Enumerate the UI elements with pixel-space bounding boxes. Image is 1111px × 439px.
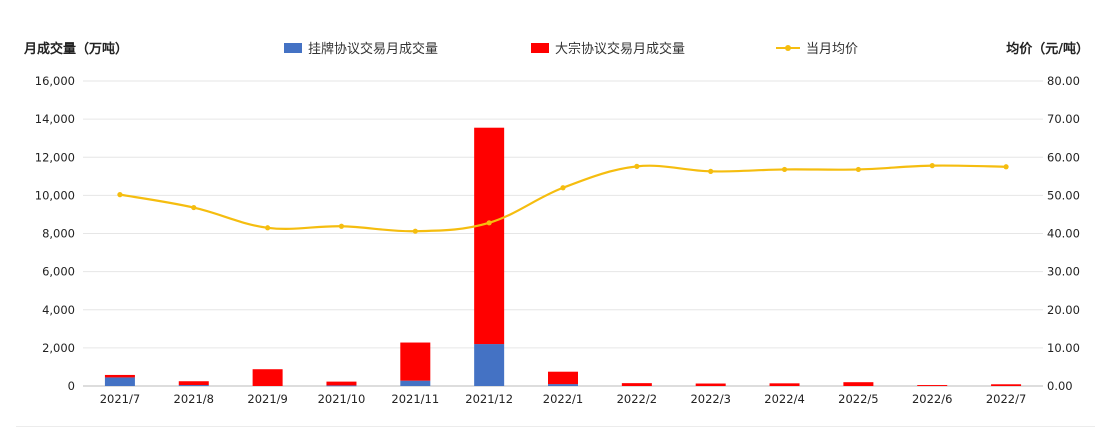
x-tick-label: 2022/4 xyxy=(764,392,804,406)
bar-bulk xyxy=(621,383,652,386)
right-tick-label: 70.00 xyxy=(1047,112,1080,126)
price-point xyxy=(191,204,197,211)
right-tick-label: 30.00 xyxy=(1047,265,1080,279)
x-tick-label: 2021/9 xyxy=(247,392,287,406)
price-point xyxy=(1003,164,1009,170)
bar-bulk xyxy=(326,381,357,386)
bar-listed xyxy=(104,377,135,386)
x-tick-label: 2022/6 xyxy=(912,392,952,406)
legend-label-price: 当月均价 xyxy=(806,42,859,57)
x-tick-label: 2022/5 xyxy=(838,392,878,406)
bar-bulk xyxy=(843,382,874,386)
price-point xyxy=(634,163,640,169)
right-tick-label: 0.00 xyxy=(1047,379,1073,393)
legend-swatch-line xyxy=(776,43,800,53)
bar-bulk xyxy=(400,342,431,381)
left-tick-label: 6,000 xyxy=(42,265,75,279)
bar-listed xyxy=(548,384,578,386)
bar-bulk xyxy=(917,385,948,386)
legend-label-listed: 挂牌协议交易月成交量 xyxy=(308,42,439,57)
bar-bulk xyxy=(991,384,1022,386)
legend-item-bulk[interactable]: 大宗协议交易月成交量 xyxy=(531,38,685,57)
x-tick-label: 2021/8 xyxy=(174,392,214,406)
left-tick-label: 8,000 xyxy=(42,227,75,241)
price-point xyxy=(855,166,861,173)
price-point xyxy=(338,223,345,229)
x-tick-label: 2021/10 xyxy=(318,392,366,406)
bar-bulk xyxy=(178,381,209,386)
right-tick-label: 40.00 xyxy=(1047,227,1080,241)
x-tick-label: 2021/7 xyxy=(100,392,140,406)
legend-label-bulk: 大宗协议交易月成交量 xyxy=(555,42,686,57)
price-point xyxy=(117,192,123,198)
price-point xyxy=(486,220,492,226)
left-tick-label: 10,000 xyxy=(35,188,75,202)
left-tick-label: 2,000 xyxy=(42,341,75,355)
bar-listed xyxy=(474,344,505,386)
legend-item-price[interactable]: 当月均价 xyxy=(776,38,858,57)
bar-listed xyxy=(400,380,431,386)
bar-bulk xyxy=(252,369,283,386)
bar-listed xyxy=(178,385,209,386)
left-tick-label: 14,000 xyxy=(35,112,75,126)
right-axis-title: 均价（元/吨） xyxy=(1006,42,1089,57)
price-point xyxy=(560,185,566,191)
bar-listed xyxy=(326,385,357,387)
right-tick-label: 10.00 xyxy=(1047,341,1080,355)
left-tick-label: 12,000 xyxy=(35,150,75,164)
bar-bulk xyxy=(769,383,800,386)
x-tick-label: 2021/11 xyxy=(391,392,439,406)
left-tick-label: 0 xyxy=(68,379,75,393)
x-tick-label: 2022/2 xyxy=(617,392,657,406)
bar-bulk xyxy=(474,127,505,345)
left-axis-title: 月成交量（万吨） xyxy=(24,42,129,57)
legend-item-listed[interactable]: 挂牌协议交易月成交量 xyxy=(284,38,438,57)
x-tick-label: 2022/7 xyxy=(986,392,1026,406)
bar-bulk xyxy=(548,371,578,385)
price-point xyxy=(708,168,714,174)
x-tick-label: 2022/3 xyxy=(690,392,730,406)
left-tick-label: 16,000 xyxy=(35,74,75,88)
right-tick-label: 80.00 xyxy=(1047,74,1080,88)
price-line xyxy=(119,164,1007,233)
x-tick-label: 2021/12 xyxy=(465,392,513,406)
right-tick-label: 60.00 xyxy=(1047,150,1080,164)
legend-swatch-red xyxy=(531,42,549,53)
left-tick-label: 4,000 xyxy=(42,303,75,317)
price-point xyxy=(929,163,935,169)
bottom-divider xyxy=(16,426,1095,427)
x-tick-label: 2022/1 xyxy=(543,392,583,406)
price-point xyxy=(412,228,418,234)
right-tick-label: 20.00 xyxy=(1047,303,1080,317)
bar-bulk xyxy=(695,383,726,386)
bar-bulk xyxy=(104,374,135,378)
price-point xyxy=(781,166,788,173)
price-point xyxy=(265,225,271,231)
legend-swatch-blue xyxy=(284,42,302,53)
right-tick-label: 50.00 xyxy=(1047,188,1080,202)
